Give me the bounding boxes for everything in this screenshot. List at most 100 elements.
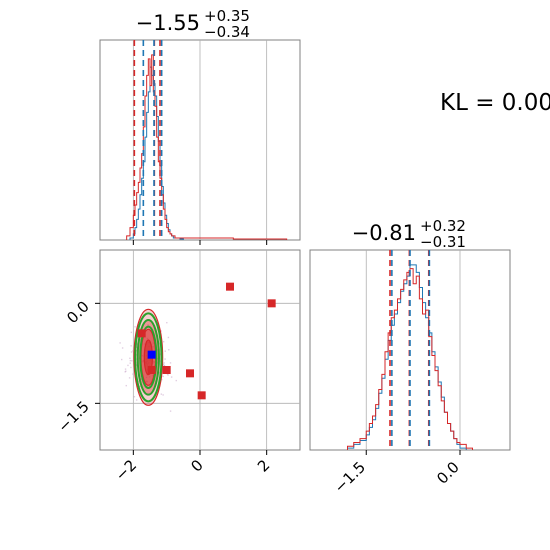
param2-xtick-label: 0.0 xyxy=(433,458,463,488)
joint-sample-dot xyxy=(152,362,154,364)
param1-title: −1.55 xyxy=(136,11,200,35)
joint-sample-dot xyxy=(121,347,124,349)
joint-sample-dot xyxy=(139,385,141,388)
joint-sample-dot xyxy=(156,357,159,360)
joint-sample-dot xyxy=(146,385,149,387)
joint-sample-dot xyxy=(148,376,151,378)
joint-yticks: 0.0 −1.5 xyxy=(54,297,92,435)
joint-point-red xyxy=(197,391,206,400)
joint-sample-dot xyxy=(124,368,127,370)
joint-point-red xyxy=(186,369,194,378)
joint-sample-dot xyxy=(130,345,132,347)
joint-sample-dot xyxy=(125,370,127,372)
joint-sample-dot xyxy=(135,399,138,401)
joint-sample-dot xyxy=(167,374,169,376)
joint-sample-dot xyxy=(127,364,129,367)
param2-title-main: −0.81 xyxy=(352,221,416,245)
joint-sample-dot xyxy=(121,358,123,361)
joint-grid xyxy=(95,250,300,455)
joint-panel: −2 0 2 0.0 −1.5 xyxy=(54,249,301,484)
joint-ytick-label: −1.5 xyxy=(54,397,92,435)
param2-title-sub: −0.31 xyxy=(420,233,466,251)
joint-sample-dot xyxy=(169,362,172,364)
joint-ytick-label: 0.0 xyxy=(63,297,93,327)
joint-sample-dot xyxy=(163,364,166,367)
joint-sample-dot xyxy=(131,360,133,362)
joint-sample-dot xyxy=(153,365,156,367)
joint-sample-dot xyxy=(163,362,165,364)
joint-sample-dot xyxy=(161,378,163,381)
joint-sample-dot xyxy=(133,396,136,398)
param2-hist-red xyxy=(347,268,473,450)
joint-sample-dot xyxy=(136,342,138,345)
joint-sample-dot xyxy=(159,360,161,362)
joint-sample-dot xyxy=(132,350,134,352)
joint-sample-dot xyxy=(160,330,162,332)
joint-xtick-label: 2 xyxy=(254,456,273,475)
joint-sample-dot xyxy=(152,346,154,348)
joint-sample-dot xyxy=(128,377,131,379)
joint-sample-dot xyxy=(158,371,161,374)
joint-sample-dot xyxy=(162,375,164,378)
joint-sample-dot xyxy=(141,355,144,357)
joint-point-red xyxy=(226,282,234,291)
joint-sample-dot xyxy=(162,394,164,396)
joint-sample-dot xyxy=(135,350,138,352)
hist-param1-quantiles xyxy=(133,40,163,240)
joint-sample-dot xyxy=(152,342,155,344)
joint-xtick-label: −2 xyxy=(112,456,140,484)
joint-sample-dot xyxy=(119,342,121,344)
joint-sample-dot xyxy=(164,358,166,360)
joint-sample-dot xyxy=(166,373,169,375)
kl-label: KL = 0.00 xyxy=(440,90,550,116)
param1-hist-red xyxy=(126,54,288,240)
joint-sample-dot xyxy=(146,380,148,383)
joint-point-blue xyxy=(147,350,156,359)
joint-sample-dot xyxy=(142,361,144,363)
joint-sample-dot xyxy=(140,375,142,377)
joint-content xyxy=(119,282,276,412)
joint-sample-dot xyxy=(152,375,154,377)
joint-sample-dot xyxy=(135,354,138,356)
joint-sample-dot xyxy=(129,359,132,362)
joint-sample-dot xyxy=(143,343,146,345)
joint-sample-dot xyxy=(167,336,170,339)
joint-point-red xyxy=(147,366,156,374)
joint-sample-dot xyxy=(129,362,131,364)
joint-xticks: −2 0 2 xyxy=(112,456,274,484)
hist-param2-quantiles xyxy=(389,250,431,450)
joint-contour-green xyxy=(134,312,163,403)
joint-sample-dot xyxy=(162,363,165,366)
joint-sample-dot xyxy=(160,393,163,395)
joint-sample-dot xyxy=(162,341,165,343)
param1-title-sup: +0.35 xyxy=(204,7,250,25)
hist-param2-series xyxy=(347,264,473,450)
joint-sample-dot xyxy=(170,376,173,378)
joint-xtick-label: 0 xyxy=(187,456,206,475)
joint-sample-dot xyxy=(153,361,155,363)
joint-contour-green xyxy=(136,319,160,396)
joint-point-red xyxy=(267,299,276,308)
joint-sample-dot xyxy=(152,360,154,362)
joint-contour-green xyxy=(139,325,158,390)
joint-sample-dot xyxy=(147,324,149,326)
hist-param2-panel: −0.81 +0.32 −0.31 −1.5 0.0 xyxy=(309,217,511,497)
param1-title-main: −1.55 xyxy=(136,11,200,35)
param2-title-sup: +0.32 xyxy=(420,217,466,235)
joint-sample-dot xyxy=(164,350,166,352)
joint-sample-dot xyxy=(146,337,149,340)
joint-point-red xyxy=(137,329,146,338)
joint-sample-dot xyxy=(146,374,148,376)
joint-sample-dot xyxy=(166,321,168,324)
joint-sample-dot xyxy=(175,379,177,382)
joint-sample-dot xyxy=(129,357,131,359)
joint-sample-dot xyxy=(134,326,136,328)
joint-sample-dot xyxy=(130,331,133,334)
joint-sample-dot xyxy=(145,376,148,379)
hist-param1-series xyxy=(126,54,288,240)
hist-param2-grid xyxy=(365,250,461,455)
joint-sample-dot xyxy=(130,351,133,353)
hist-param1-panel: −1.55 +0.35 −0.34 xyxy=(99,7,301,245)
joint-sample-dot xyxy=(139,338,141,341)
